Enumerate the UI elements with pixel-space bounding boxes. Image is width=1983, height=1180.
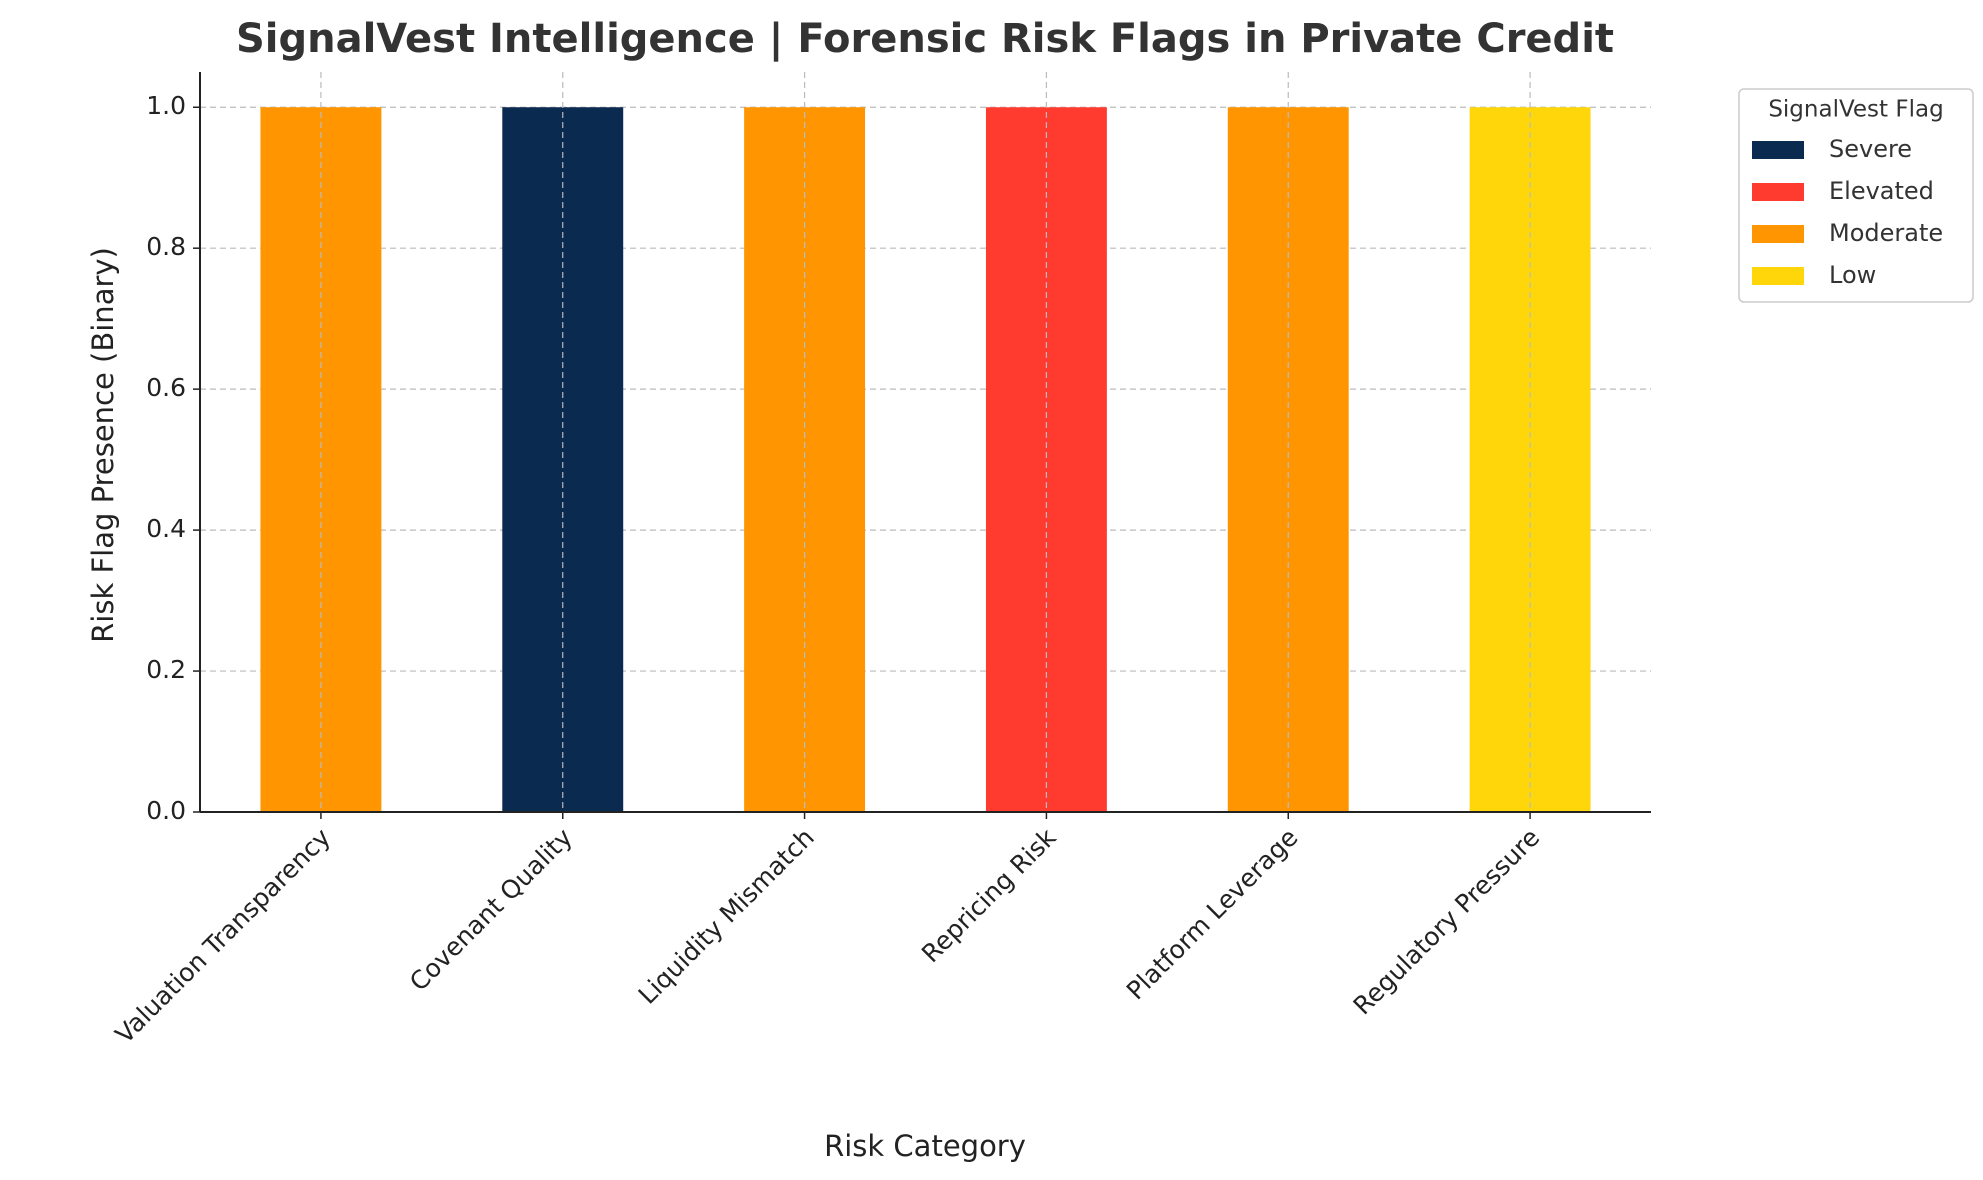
legend-title: SignalVest Flag (1768, 97, 1943, 123)
y-tick-label: 1.0 (146, 91, 186, 120)
x-tick-label: Liquidity Mismatch (633, 823, 820, 1010)
y-tick-label: 0.4 (146, 514, 186, 543)
x-axis-label: Risk Category (824, 1129, 1026, 1163)
y-tick-label: 0.0 (146, 796, 186, 825)
legend-label: Low (1829, 261, 1876, 289)
y-axis-label: Risk Flag Presence (Binary) (86, 247, 120, 643)
y-tick-label: 0.2 (146, 655, 186, 684)
x-tick-label: Covenant Quality (404, 823, 578, 997)
legend-swatch (1752, 141, 1804, 159)
legend-label: Moderate (1829, 219, 1943, 247)
bars (260, 107, 1591, 812)
legend-swatch (1752, 267, 1804, 285)
x-tick-label: Platform Leverage (1121, 823, 1304, 1006)
chart-title: SignalVest Intelligence | Forensic Risk … (236, 16, 1614, 63)
legend-label: Elevated (1829, 177, 1934, 205)
y-tick-label: 0.6 (146, 373, 186, 402)
x-tick-label: Valuation Transparency (110, 823, 337, 1050)
legend-label: Severe (1829, 135, 1912, 163)
x-tick-label: Regulatory Pressure (1348, 823, 1546, 1021)
y-tick-label: 0.8 (146, 232, 186, 261)
legend-swatch (1752, 183, 1804, 201)
legend: SignalVest Flag Severe Elevated Moderate Lo… (1738, 88, 1974, 303)
grid (200, 106, 1651, 813)
x-tick-label: Repricing Risk (916, 822, 1062, 968)
legend-swatch (1752, 225, 1804, 243)
